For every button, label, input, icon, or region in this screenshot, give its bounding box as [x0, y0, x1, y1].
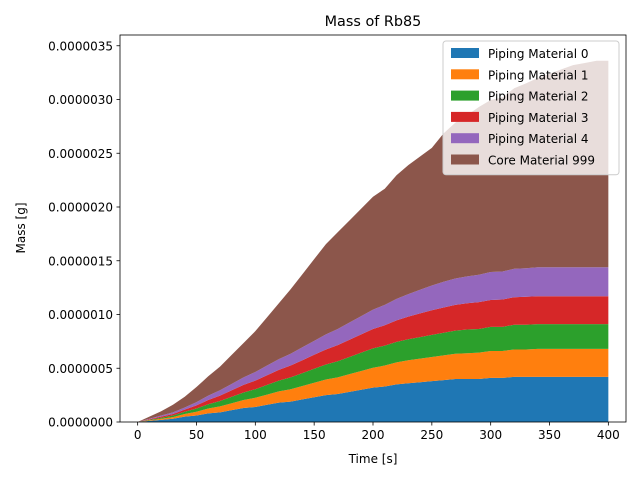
legend-label: Piping Material 1 [488, 68, 589, 82]
y-tick-label: 0.0000005 [48, 362, 113, 376]
x-tick-label: 350 [538, 428, 561, 442]
x-tick-label: 400 [597, 428, 620, 442]
legend-label: Core Material 999 [488, 154, 595, 168]
legend-label: Piping Material 4 [488, 132, 589, 146]
legend-label: Piping Material 2 [488, 90, 589, 104]
legend-swatch-piping-material-3 [451, 112, 479, 122]
legend-swatch-core-material-999 [451, 155, 479, 165]
legend-label: Piping Material 0 [488, 47, 589, 61]
y-axis-label: Mass [g] [14, 202, 28, 253]
x-tick-label: 100 [244, 428, 267, 442]
x-tick-label: 0 [134, 428, 142, 442]
y-tick-label: 0.0000010 [48, 308, 113, 322]
y-tick-label: 0.0000035 [48, 39, 113, 53]
y-tick-label: 0.0000000 [48, 416, 113, 430]
x-tick-label: 200 [362, 428, 385, 442]
legend-swatch-piping-material-0 [451, 48, 479, 58]
x-tick-label: 50 [189, 428, 204, 442]
y-tick-label: 0.0000030 [48, 93, 113, 107]
legend-swatch-piping-material-2 [451, 91, 479, 101]
x-tick-label: 300 [479, 428, 502, 442]
x-axis-label: Time [s] [348, 452, 398, 466]
x-tick-label: 150 [303, 428, 326, 442]
legend-label: Piping Material 3 [488, 111, 589, 125]
y-tick-label: 0.0000025 [48, 147, 113, 161]
y-tick-label: 0.0000015 [48, 254, 113, 268]
legend: Piping Material 0 Piping Material 1 Piping… [443, 41, 619, 175]
y-tick-label: 0.0000020 [48, 201, 113, 215]
legend-swatch-piping-material-4 [451, 133, 479, 143]
chart-title: Mass of Rb85 [325, 14, 422, 30]
x-tick-label: 250 [420, 428, 443, 442]
legend-swatch-piping-material-1 [451, 69, 479, 79]
